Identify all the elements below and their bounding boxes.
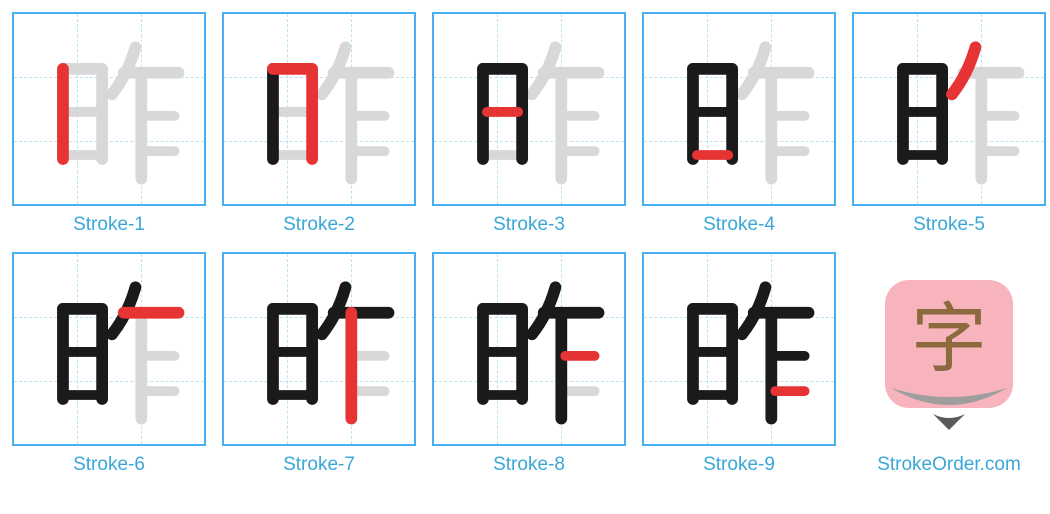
stroke-caption: Stroke-2 <box>283 214 355 236</box>
glyph <box>224 14 414 204</box>
stroke-caption: Stroke-4 <box>703 214 775 236</box>
stroke-tile <box>222 252 416 446</box>
site-caption: StrokeOrder.com <box>877 454 1021 476</box>
stroke-panel: Stroke-7 <box>222 252 416 476</box>
stroke-caption: Stroke-5 <box>913 214 985 236</box>
stroke-caption: Stroke-9 <box>703 454 775 476</box>
glyph <box>644 14 834 204</box>
stroke-panel: Stroke-6 <box>12 252 206 476</box>
stroke-order-grid: Stroke-1 Stroke-2 <box>12 12 1038 476</box>
glyph <box>14 14 204 204</box>
glyph <box>224 254 414 444</box>
stroke-tile <box>852 12 1046 206</box>
glyph <box>14 254 204 444</box>
stroke-caption: Stroke-7 <box>283 454 355 476</box>
glyph <box>434 14 624 204</box>
stroke-caption: Stroke-8 <box>493 454 565 476</box>
stroke-tile <box>642 252 836 446</box>
stroke-panel: Stroke-5 <box>852 12 1046 236</box>
glyph <box>434 254 624 444</box>
logo-box: 字 <box>852 252 1046 446</box>
glyph <box>644 254 834 444</box>
logo-zi: 字 <box>911 302 987 378</box>
stroke-tile <box>222 12 416 206</box>
stroke-panel: Stroke-4 <box>642 12 836 236</box>
glyph <box>854 14 1044 204</box>
stroke-tile <box>432 12 626 206</box>
stroke-panel: Stroke-9 <box>642 252 836 476</box>
stroke-panel: Stroke-3 <box>432 12 626 236</box>
stroke-caption: Stroke-6 <box>73 454 145 476</box>
stroke-tile <box>12 252 206 446</box>
stroke-panel: Stroke-8 <box>432 252 626 476</box>
logo-cell: 字 StrokeOrder.com <box>852 252 1046 476</box>
stroke-panel: Stroke-1 <box>12 12 206 236</box>
stroke-caption: Stroke-3 <box>493 214 565 236</box>
stroke-tile <box>432 252 626 446</box>
stroke-tile <box>12 12 206 206</box>
stroke-tile <box>642 12 836 206</box>
pencil-tip-icon <box>885 384 1013 432</box>
stroke-caption: Stroke-1 <box>73 214 145 236</box>
stroke-panel: Stroke-2 <box>222 12 416 236</box>
